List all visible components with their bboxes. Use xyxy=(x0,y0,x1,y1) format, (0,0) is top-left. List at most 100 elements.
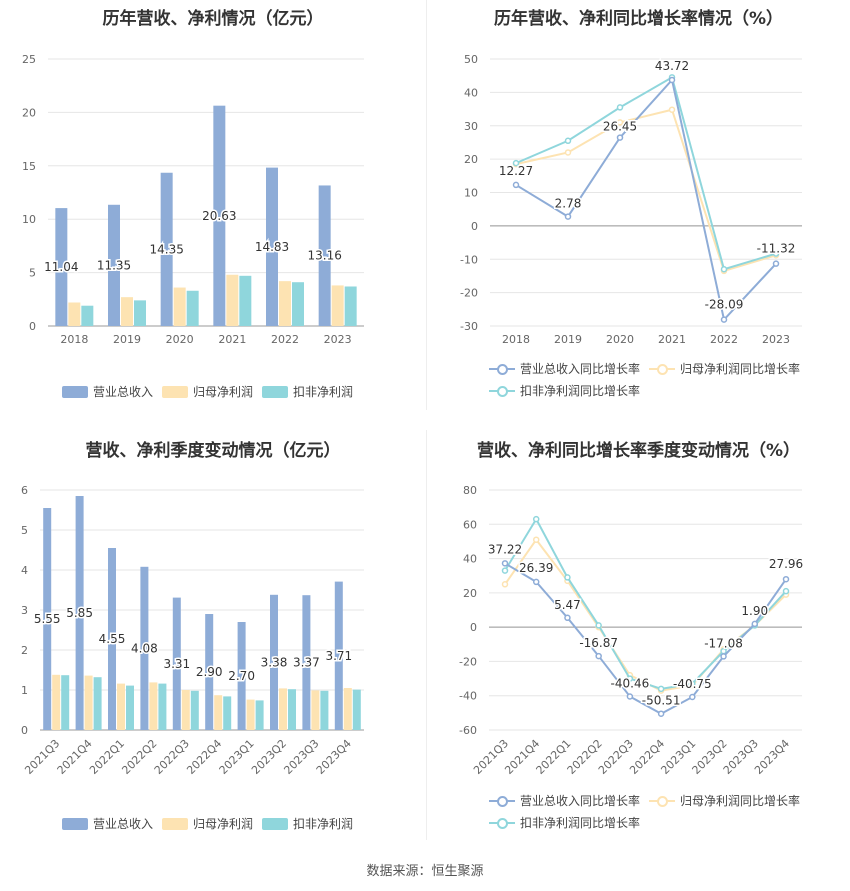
data-label: 4.55 xyxy=(99,632,126,646)
bar xyxy=(311,690,320,730)
bar xyxy=(214,695,223,730)
data-label: 37.22 xyxy=(488,542,522,556)
x-tick-label: 2023Q2 xyxy=(249,737,289,777)
data-point xyxy=(689,680,696,687)
legend-item[interactable]: 营业总收入 xyxy=(62,383,153,400)
bar xyxy=(68,302,81,326)
y-tick-label: 20 xyxy=(463,587,477,600)
legend-label: 归母净利润同比增长率 xyxy=(680,362,801,376)
bar xyxy=(226,274,239,326)
data-label: 5.55 xyxy=(34,612,61,626)
legend-item[interactable]: 归母净利润 xyxy=(162,815,253,832)
data-point xyxy=(616,104,624,111)
data-label: 26.45 xyxy=(603,120,637,134)
data-point xyxy=(626,675,634,682)
legend-item[interactable]: 扣非净利润同比增长率 xyxy=(489,814,640,831)
legend-label: 扣非净利润同比增长率 xyxy=(520,816,641,830)
data-label: -16.87 xyxy=(579,636,618,650)
bar xyxy=(84,675,93,730)
bar xyxy=(318,185,331,326)
legend-label: 营业总收入 xyxy=(93,817,154,831)
x-tick-label: 2022 xyxy=(271,333,299,346)
legend-label: 归母净利润 xyxy=(193,385,254,399)
legend-item[interactable]: 营业总收入同比增长率 xyxy=(489,792,640,809)
legend-label: 营业总收入 xyxy=(93,385,154,399)
bar xyxy=(108,548,116,730)
data-point xyxy=(564,213,572,220)
x-tick-label: 2022Q1 xyxy=(87,737,127,777)
legend-label: 营业总收入同比增长率 xyxy=(520,362,641,376)
bar xyxy=(213,105,226,326)
data-point xyxy=(720,266,728,273)
x-tick-label: 2020 xyxy=(166,333,194,346)
data-label: 14.35 xyxy=(149,242,183,256)
quarter-line-chart: -60 -40 -20 0 20 40 60 80 37.22 26.39 5.47 -16.87 -4… xyxy=(459,484,805,777)
bar xyxy=(352,689,361,730)
legend: 营业总收入同比增长率 归母净利润同比增长率 扣非净利润同比增长率 xyxy=(427,792,850,832)
legend-item[interactable]: 归母净利润同比增长率 xyxy=(649,360,800,377)
y-tick-label: 10 xyxy=(22,213,36,226)
data-point xyxy=(501,560,509,567)
legend-swatch xyxy=(262,817,288,830)
y-tick-label: 40 xyxy=(464,86,478,99)
legend-item[interactable]: 归母净利润同比增长率 xyxy=(649,792,800,809)
legend-swatch xyxy=(649,794,675,808)
data-point xyxy=(616,119,624,126)
chart-title: 营收、净利同比增长率季度变动情况（%） xyxy=(476,441,801,461)
x-tick-label: 2023 xyxy=(762,333,790,346)
chart-title: 历年营收、净利情况（亿元） xyxy=(102,9,324,29)
legend-item[interactable]: 扣非净利润 xyxy=(262,383,353,400)
data-point xyxy=(512,181,520,189)
data-label: 20.63 xyxy=(202,209,236,223)
bar xyxy=(75,496,84,730)
legend-item[interactable]: 扣非净利润 xyxy=(262,815,353,832)
data-label: 5.47 xyxy=(554,598,581,612)
bar xyxy=(126,685,134,730)
data-point xyxy=(532,536,540,543)
bar xyxy=(43,508,52,730)
legend-label: 归母净利润 xyxy=(193,817,254,831)
y-tick-label: 0 xyxy=(471,220,478,233)
bar xyxy=(158,683,167,730)
data-label: 11.35 xyxy=(97,258,131,272)
legend-swatch xyxy=(262,385,288,398)
x-tick-label: 2021Q4 xyxy=(55,737,95,777)
annual-line-chart: -30 -20 -10 0 10 20 30 40 50 12.27 2.78 26.45 43.72 -… xyxy=(460,53,802,346)
data-label: 3.31 xyxy=(163,657,190,671)
legend-item[interactable]: 营业总收入同比增长率 xyxy=(489,360,640,377)
data-label: 2.90 xyxy=(196,665,223,679)
legend-item[interactable]: 营业总收入 xyxy=(62,815,153,832)
chart-title: 历年营收、净利同比增长率情况（%） xyxy=(493,9,784,29)
bar xyxy=(279,688,287,730)
y-tick-label: 5 xyxy=(21,524,28,537)
data-source: 数据来源：恒生聚源 xyxy=(366,864,484,879)
data-point xyxy=(532,515,540,523)
legend-swatch xyxy=(162,385,188,398)
data-point xyxy=(720,316,728,323)
legend-label: 营业总收入同比增长率 xyxy=(520,794,641,808)
data-label: -50.51 xyxy=(642,694,681,708)
legend-item[interactable]: 归母净利润 xyxy=(162,383,253,400)
y-tick-label: 10 xyxy=(464,187,478,200)
legend-swatch xyxy=(62,817,88,830)
data-point xyxy=(532,578,540,586)
legend-item[interactable]: 扣非净利润同比增长率 xyxy=(489,382,640,399)
annual-bar-chart: 0 5 10 15 20 25 11.04 11.35 14.35 20.63 14.83 13.16… xyxy=(22,53,364,346)
data-label: 14.83 xyxy=(255,240,289,254)
bar xyxy=(186,290,199,326)
x-tick-label: 2019 xyxy=(554,333,582,346)
y-tick-label: -20 xyxy=(459,655,477,668)
x-tick-label: 2022Q3 xyxy=(152,737,192,777)
y-tick-label: -30 xyxy=(460,320,478,333)
bar xyxy=(81,305,94,326)
y-tick-label: -20 xyxy=(460,287,478,300)
y-tick-label: 6 xyxy=(21,484,28,497)
data-label: 5.85 xyxy=(66,606,93,620)
series-line xyxy=(504,517,787,690)
bar xyxy=(331,285,344,326)
y-tick-label: -60 xyxy=(459,724,477,737)
data-label: 3.71 xyxy=(325,649,352,663)
data-label: -40.75 xyxy=(673,677,712,691)
series-line xyxy=(515,75,777,271)
legend-swatch xyxy=(649,362,675,376)
